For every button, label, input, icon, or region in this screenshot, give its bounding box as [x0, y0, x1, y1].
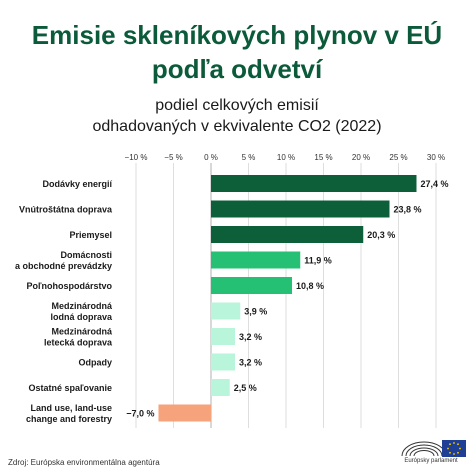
x-tick-label: 10 % [277, 153, 295, 162]
x-tick-label: 30 % [427, 153, 445, 162]
chart-title: Emisie skleníkových plynov v EÚ podľa od… [0, 18, 474, 86]
value-label: 2,5 % [234, 383, 257, 393]
title-line-1: Emisie skleníkových plynov v EÚ [31, 20, 443, 50]
category-label: a obchodné prevádzky [15, 261, 112, 271]
european-parliament-logo-icon [401, 440, 466, 457]
value-label: 3,2 % [239, 358, 262, 368]
category-label: Land use, land-use [30, 403, 112, 413]
category-label: Odpady [78, 358, 112, 368]
x-tick-label: −10 % [125, 153, 148, 162]
bar [211, 302, 241, 320]
bar [211, 277, 292, 294]
value-label: −7,0 % [126, 409, 154, 419]
value-label: 3,9 % [244, 307, 267, 317]
bar [211, 226, 364, 243]
bar [211, 200, 390, 218]
category-label: Medzinárodná [51, 327, 112, 337]
bar [158, 404, 211, 422]
value-label: 3,2 % [239, 332, 262, 342]
bar [211, 328, 235, 345]
x-tick-label: 5 % [242, 153, 256, 162]
value-label: 27,4 % [421, 179, 449, 189]
category-label: change and forestry [26, 414, 112, 424]
category-label: Domácnosti [60, 250, 112, 260]
category-label: letecká doprava [44, 338, 113, 348]
x-tick-label: 20 % [352, 153, 370, 162]
value-label: 23,8 % [394, 205, 422, 215]
category-label: Priemysel [69, 230, 112, 240]
category-label: Poľnohospodárstvo [27, 281, 113, 291]
bar [211, 379, 230, 396]
category-label: lodná doprava [50, 312, 113, 322]
source-note: Zdroj: Európska environmentálna agentúra [8, 458, 160, 467]
chart-subtitle: podiel celkových emisií odhadovaných v e… [0, 95, 474, 137]
category-label: Dodávky energií [42, 179, 112, 189]
category-label: Medzinárodná [51, 301, 112, 311]
value-label: 10,8 % [296, 281, 324, 291]
x-tick-label: −5 % [164, 153, 182, 162]
x-tick-label: 25 % [389, 153, 407, 162]
bar [211, 251, 301, 269]
logo-text: Európsky parlament [404, 458, 458, 464]
value-label: 20,3 % [367, 230, 395, 240]
value-label: 11,9 % [304, 256, 332, 266]
subtitle-line-1: podiel celkových emisií [155, 97, 319, 114]
x-tick-label: 0 % [204, 153, 218, 162]
subtitle-line-2: odhadovaných v ekvivalente CO2 (2022) [92, 118, 382, 135]
bar [211, 353, 235, 371]
x-tick-label: 15 % [314, 153, 332, 162]
title-line-2: podľa odvetví [151, 54, 323, 84]
category-label: Ostatné spaľovanie [29, 383, 113, 393]
bar [211, 175, 417, 192]
category-label: Vnútroštátna doprava [19, 205, 113, 215]
